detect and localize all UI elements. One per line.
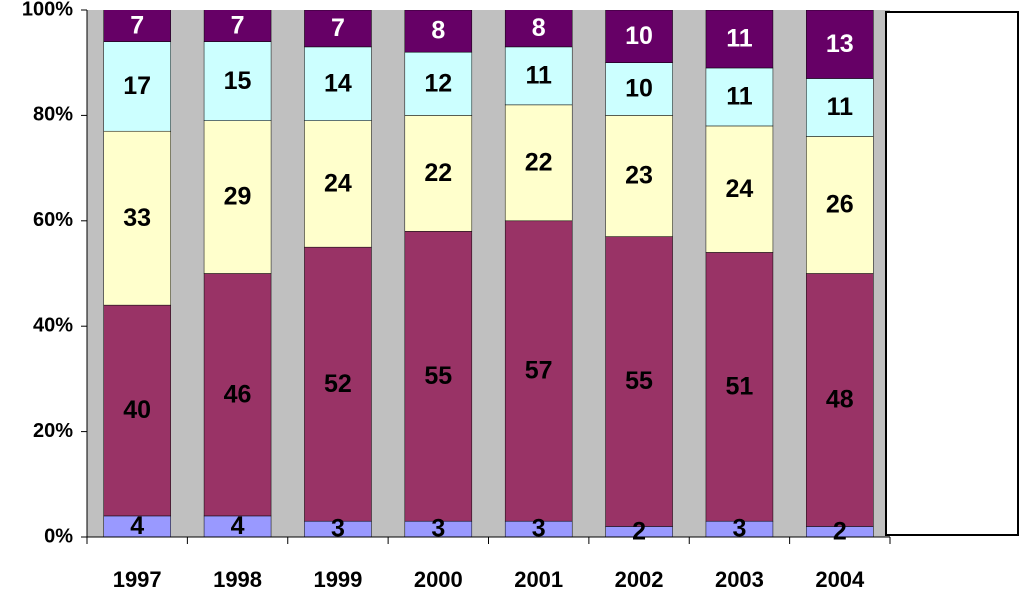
bar-segment [304,10,372,48]
data-label: 40 [123,396,151,424]
x-tick-label: 2003 [715,567,764,592]
y-tick-label: 80% [33,104,73,126]
data-label: 57 [525,357,553,385]
x-tick-label: 1998 [213,567,262,592]
bar-segment [404,231,473,522]
bar-segment [103,304,171,517]
bars [103,10,874,537]
data-label: 10 [625,75,653,103]
data-label: 17 [123,72,151,100]
bar-segment [404,115,473,232]
x-tick-label: 2000 [414,567,463,592]
data-label: 3 [431,515,445,543]
bar-segment [605,115,673,237]
data-label: 15 [224,67,252,95]
x-tick-label: 2002 [615,567,664,592]
data-label: 11 [525,61,552,89]
data-label: 22 [525,148,553,176]
bar-segment [103,130,171,306]
bar-segment [203,120,272,274]
data-label: 26 [826,191,854,219]
y-tick-label: 100% [22,0,73,20]
x-tick-label: 2004 [815,567,865,592]
data-label: 11 [726,83,753,111]
bar-segment [705,125,774,253]
x-tick-label: 1999 [313,567,362,592]
data-label: 48 [826,386,854,414]
data-label: 33 [123,204,151,232]
bar-segment [504,46,573,106]
data-label: 23 [625,162,653,190]
bar-segment [806,78,874,137]
data-label: 55 [424,362,452,390]
data-label: 7 [331,14,345,42]
bar-segment [203,41,272,121]
bar-segment [304,246,372,522]
y-tick-label: 20% [33,420,73,442]
bar-segment [504,220,573,522]
y-tick-label: 0% [44,525,73,547]
data-label: 7 [231,11,245,39]
data-label: 24 [726,175,754,203]
data-label: 2 [632,517,646,545]
bar-segment [404,10,473,53]
bar-segment [304,120,372,248]
bar-segment [705,252,774,522]
bar-segment [304,46,372,121]
bar-segment [504,10,573,48]
bar-segment [203,273,272,517]
bar-segment [103,41,171,132]
data-label: 7 [130,11,144,39]
bar-segment [203,10,272,42]
bar-segment [404,51,473,116]
bar-segment [705,67,774,127]
data-label: 51 [726,372,754,400]
bar-segment [504,104,573,222]
data-label: 3 [532,515,546,543]
data-label: 8 [431,17,445,45]
bar-segment [806,10,874,79]
y-tick-label: 40% [33,314,73,336]
data-label: 12 [424,69,452,97]
data-label: 55 [625,367,653,395]
bar-segment [605,236,673,527]
data-label: 46 [224,380,252,408]
y-tick-label: 60% [33,209,73,231]
bar-segment [103,10,171,42]
data-label: 11 [726,25,753,53]
data-label: 24 [324,170,352,198]
data-label: 52 [324,370,352,398]
data-label: 22 [424,159,452,187]
x-tick-label: 1997 [113,567,162,592]
data-label: 4 [231,512,245,540]
bar-segment [605,10,673,63]
x-tick-label: 2001 [514,567,563,592]
data-label: 3 [732,515,746,543]
bar-segment [806,136,874,274]
bar-segment [705,10,774,69]
data-label: 4 [130,512,144,540]
data-label: 14 [324,69,352,97]
data-label: 3 [331,515,345,543]
legend-box [885,11,1019,536]
bar-segment [605,62,673,116]
data-label: 10 [625,22,653,50]
bar-segment [806,273,874,527]
data-label: 2 [833,517,847,545]
data-label: 29 [224,183,252,211]
data-label: 8 [532,14,546,42]
data-label: 11 [827,93,854,121]
data-label: 13 [826,30,854,58]
